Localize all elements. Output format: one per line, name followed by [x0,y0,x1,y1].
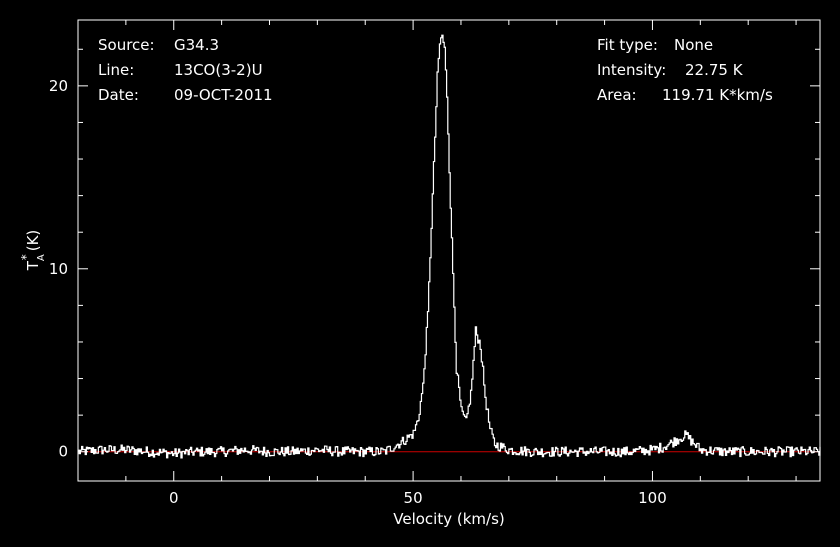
line-label: Line: [98,61,134,79]
y-axis-label-unit: (K) [24,230,42,252]
intensity-value: 22.75 K [685,61,744,79]
y-tick-label: 0 [58,443,68,461]
y-axis-label-main: T [24,260,42,271]
area-value: 119.71 K*km/s [662,86,773,104]
source-value: G34.3 [174,36,219,54]
source-label: Source: [98,36,155,54]
svg-text:TA*(K): TA* (K) [19,230,47,272]
x-tick-label: 100 [638,489,667,507]
x-axis-label: Velocity (km/s) [393,510,504,528]
spectrum-line [78,34,821,459]
x-tick-label: 50 [404,489,423,507]
y-axis-label-sup: * [19,254,33,260]
fit-type-value: None [674,36,713,54]
y-axis-label-sub: A [36,254,47,261]
fit-type-label: Fit type: [597,36,658,54]
x-tick-label: 0 [169,489,179,507]
intensity-label: Intensity: [597,61,666,79]
date-label: Date: [98,86,139,104]
area-label: Area: [597,86,637,104]
date-value: 09-OCT-2011 [174,86,273,104]
y-tick-label: 10 [49,260,68,278]
y-axis-label: TA* (K) [19,230,47,272]
line-value: 13CO(3-2)U [174,61,263,79]
plot-frame [77,19,821,482]
y-tick-label: 20 [49,77,68,95]
